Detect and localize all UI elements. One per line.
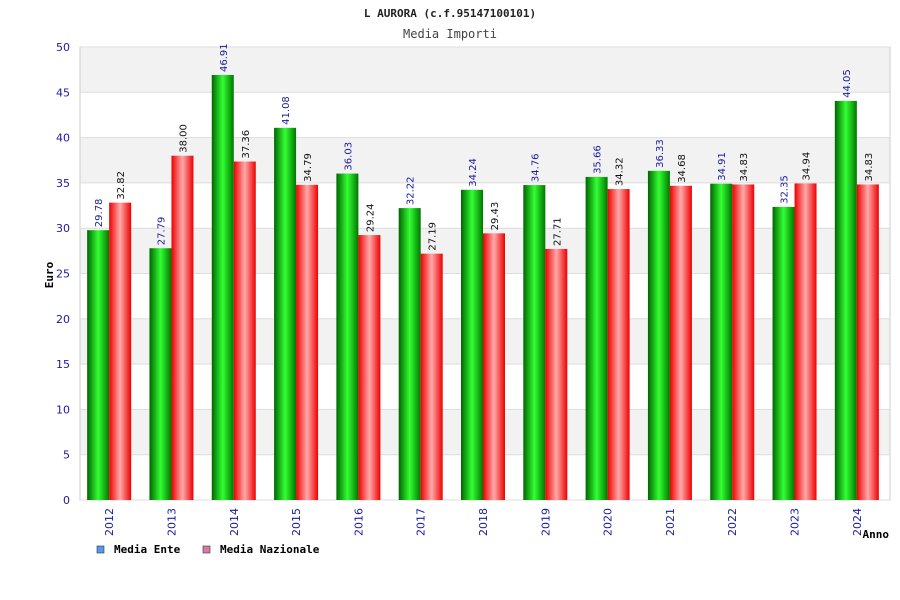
legend-swatch-media-ente (96, 545, 105, 554)
data-label: 29.24 (365, 203, 376, 232)
bar-media-nazionale (856, 184, 879, 501)
chart-title: L AURORA (c.f.95147100101) (364, 7, 536, 20)
legend: Media Ente Media Nazionale (96, 543, 320, 556)
plot-band (80, 182, 890, 229)
x-tick-label: 2023 (789, 508, 802, 536)
x-tick-label: 2016 (352, 508, 365, 536)
data-label: 38.00 (178, 124, 189, 153)
data-label: 29.78 (94, 199, 105, 228)
x-tick-label: 2019 (539, 508, 552, 536)
bars (87, 74, 879, 501)
data-label: 29.43 (490, 202, 501, 231)
x-axis-label: Anno (863, 528, 890, 541)
bar-media-ente (585, 176, 608, 500)
data-label: 34.83 (864, 153, 875, 182)
bar-media-nazionale (233, 161, 256, 500)
x-tick-label: 2013 (165, 508, 178, 536)
bar-media-ente (336, 173, 359, 500)
data-label: 32.82 (116, 171, 127, 200)
y-tick-label: 45 (56, 86, 70, 99)
data-label: 27.19 (428, 222, 439, 251)
data-label: 34.24 (468, 158, 479, 187)
x-tick-label: 2021 (664, 508, 677, 536)
x-tick-label: 2017 (415, 508, 428, 536)
bar-media-ente (772, 206, 795, 500)
data-label: 27.71 (552, 217, 563, 246)
plot-band (80, 47, 890, 93)
bar-media-ente (87, 230, 110, 500)
plot-band (80, 137, 890, 183)
bar-media-nazionale (607, 189, 630, 501)
bar-media-nazionale (732, 184, 755, 501)
data-labels: 29.78 32.82 27.79 38.00 46.91 37.36 41.08 34.79… (94, 43, 875, 250)
x-axis-ticks: 2012 2013 2014 2015 2016 2017 2018 2019 2020 2021… (103, 508, 864, 536)
data-label: 41.08 (281, 96, 292, 125)
y-tick-label: 5 (63, 449, 70, 462)
y-tick-label: 15 (56, 358, 70, 371)
data-label: 34.79 (303, 153, 314, 182)
legend-swatch-media-nazionale (202, 545, 211, 554)
y-tick-label: 40 (56, 132, 70, 145)
y-tick-label: 30 (56, 222, 70, 235)
y-tick-label: 20 (56, 313, 70, 326)
y-tick-label: 50 (56, 41, 70, 54)
data-label: 35.66 (593, 145, 604, 174)
bar-media-nazionale (296, 184, 319, 500)
bar-media-nazionale (171, 155, 194, 500)
chart-subtitle: Media Importi (403, 27, 497, 41)
data-label: 32.35 (780, 175, 791, 204)
y-tick-label: 25 (56, 268, 70, 281)
bar-media-ente (834, 100, 857, 501)
bar-media-nazionale (420, 253, 443, 500)
y-axis-ticks: 0 5 10 15 20 25 30 35 40 45 50 (56, 41, 70, 507)
data-label: 37.36 (241, 130, 252, 159)
bar-media-ente (523, 185, 546, 500)
data-label: 34.94 (802, 152, 813, 181)
bar-media-ente (461, 189, 483, 501)
data-label: 36.03 (343, 142, 354, 171)
x-tick-label: 2012 (103, 508, 116, 536)
y-tick-label: 10 (56, 403, 70, 416)
bar-media-ente (710, 183, 733, 500)
data-label: 46.91 (219, 43, 230, 72)
data-label: 36.33 (655, 139, 666, 168)
x-tick-label: 2024 (851, 508, 864, 536)
bar-media-ente (211, 74, 234, 501)
legend-label-media-nazionale: Media Nazionale (220, 543, 320, 556)
data-label: 32.22 (406, 176, 417, 205)
bar-media-ente (274, 127, 297, 501)
bar-media-ente (647, 170, 670, 500)
bar-media-nazionale (109, 202, 132, 500)
data-label: 34.32 (615, 157, 626, 186)
bar-media-ente (398, 208, 421, 501)
x-tick-label: 2022 (726, 508, 739, 536)
data-label: 44.05 (842, 69, 853, 98)
data-label: 27.79 (156, 217, 167, 246)
y-tick-label: 0 (63, 494, 70, 507)
x-tick-label: 2020 (602, 508, 615, 536)
x-tick-label: 2014 (228, 508, 241, 536)
bar-media-ente (149, 248, 172, 500)
data-label: 34.76 (530, 153, 541, 182)
legend-label-media-ente: Media Ente (114, 543, 181, 556)
bar-media-nazionale (794, 183, 817, 500)
data-label: 34.83 (739, 153, 750, 182)
data-label: 34.68 (677, 154, 688, 183)
bar-media-nazionale (483, 233, 505, 500)
y-tick-label: 35 (56, 177, 70, 190)
x-tick-label: 2018 (477, 508, 490, 536)
bar-media-nazionale (669, 185, 692, 500)
bar-media-nazionale (358, 235, 381, 500)
plot-band (80, 92, 890, 138)
x-tick-label: 2015 (290, 508, 303, 536)
y-axis-label: Euro (43, 261, 56, 288)
data-label: 34.91 (717, 152, 728, 181)
bar-media-nazionale (545, 248, 568, 500)
